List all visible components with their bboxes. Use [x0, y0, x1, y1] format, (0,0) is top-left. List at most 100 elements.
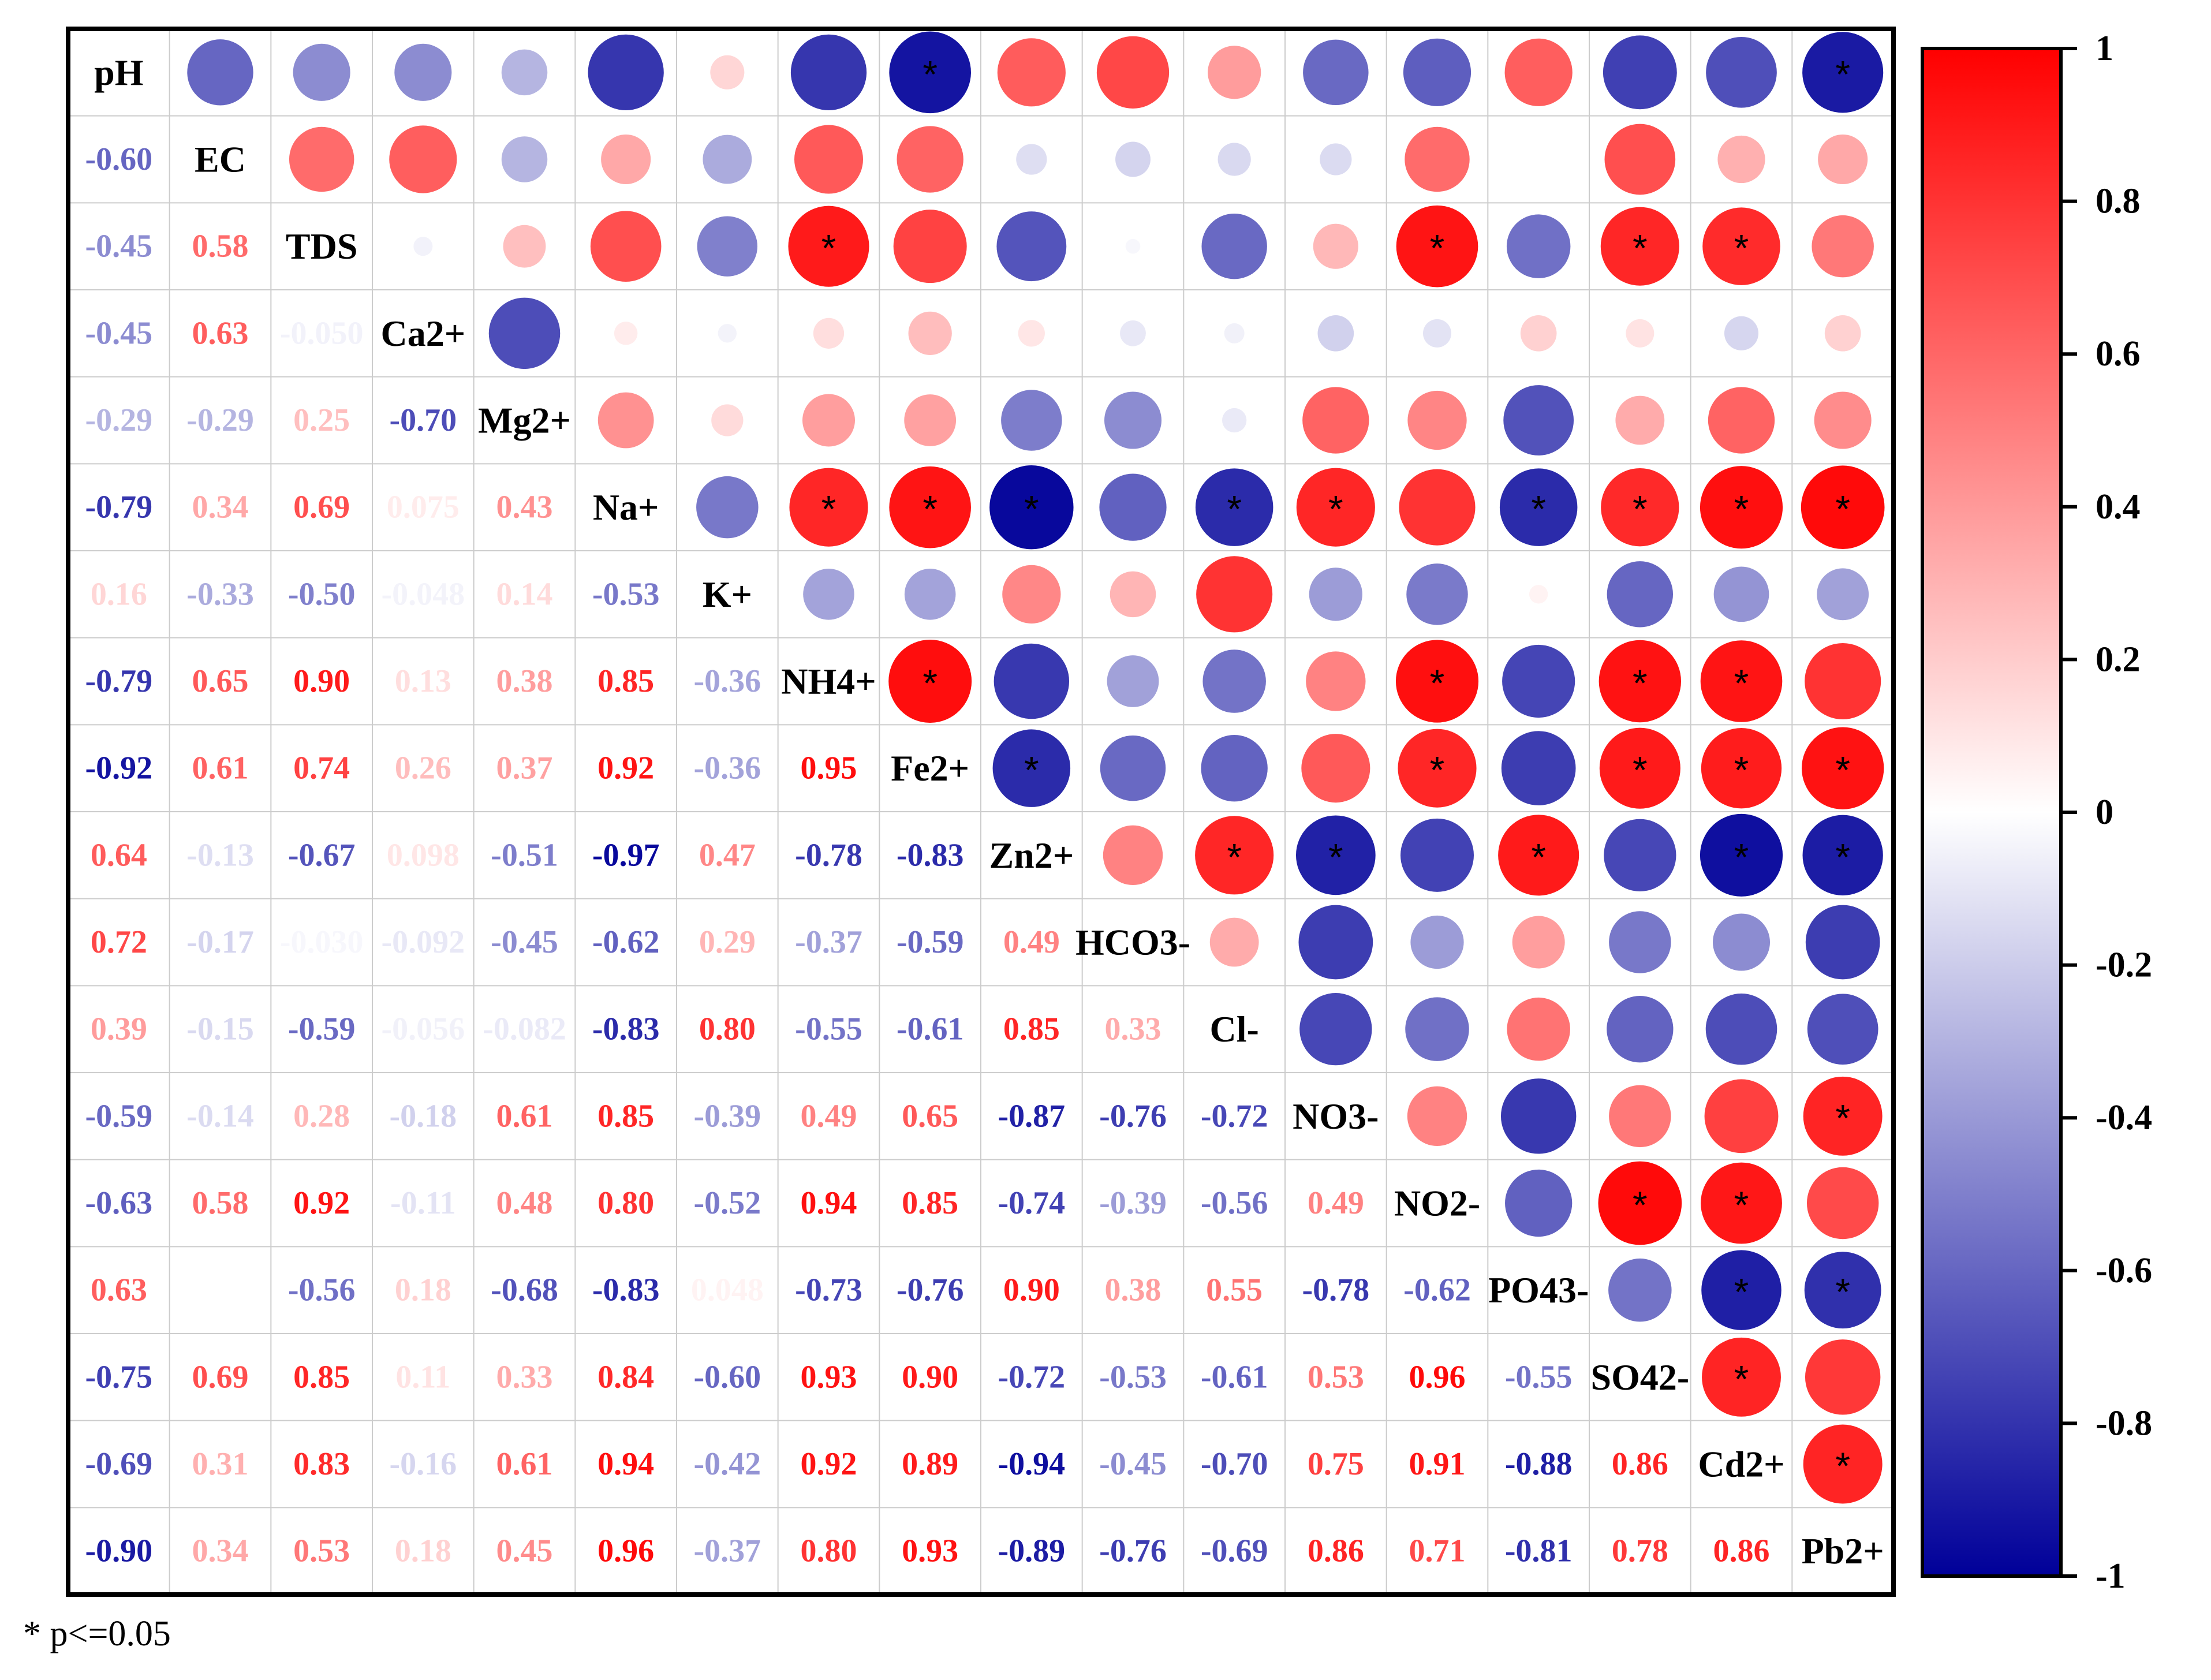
- correlation-value: 0.58: [192, 229, 249, 264]
- correlation-value: 0.11: [395, 1359, 450, 1395]
- correlation-value: 0.61: [496, 1446, 553, 1482]
- correlation-value: 0.75: [1308, 1446, 1364, 1482]
- correlation-value: -0.13: [186, 837, 254, 873]
- correlation-value: -0.72: [1201, 1098, 1268, 1134]
- correlation-value: 0.47: [699, 837, 756, 873]
- correlation-value: -0.89: [998, 1533, 1066, 1569]
- correlation-circle: [1706, 37, 1777, 108]
- significance-star: *: [1734, 1184, 1749, 1226]
- correlation-value: -0.56: [1201, 1185, 1268, 1221]
- correlation-value: 0.16: [91, 576, 147, 612]
- correlation-circle: [1295, 815, 1376, 895]
- significance-star: *: [1227, 835, 1242, 878]
- correlation-value: 0.37: [496, 751, 553, 786]
- correlation-value: -0.52: [694, 1185, 761, 1221]
- correlation-value: -0.33: [186, 576, 254, 612]
- correlation-circle: [1407, 1086, 1467, 1147]
- correlation-circle: [1704, 1079, 1779, 1153]
- correlation-value: 0.83: [293, 1446, 350, 1482]
- significance-star: *: [1633, 227, 1648, 270]
- colorbar-tick-label: 0.2: [2096, 640, 2141, 679]
- colorbar-tick-label: 0.4: [2096, 487, 2141, 527]
- correlation-value: 0.65: [192, 663, 249, 699]
- correlation-value: 0.048: [691, 1272, 764, 1308]
- correlation-value: 0.96: [1409, 1359, 1466, 1395]
- variable-label: pH: [94, 52, 143, 93]
- correlation-circle: [488, 297, 561, 369]
- significance-star: *: [1430, 749, 1445, 792]
- colorbar-tick-label: 0.8: [2096, 182, 2141, 221]
- correlation-circle: [802, 394, 856, 447]
- correlation-value: -0.63: [85, 1185, 153, 1221]
- correlation-circle: [1817, 568, 1869, 621]
- correlation-value: 0.65: [902, 1098, 958, 1134]
- correlation-value: 0.74: [293, 751, 350, 786]
- correlation-value: -0.60: [85, 141, 153, 177]
- colorbar-tick-label: 0: [2096, 793, 2113, 832]
- correlation-value: 0.92: [293, 1185, 350, 1221]
- variable-label: Cd2+: [1698, 1444, 1784, 1485]
- correlation-circle: [588, 34, 664, 110]
- correlation-circle: [1302, 387, 1369, 454]
- correlation-value: 0.92: [597, 751, 654, 786]
- correlation-value: 0.49: [1308, 1185, 1364, 1221]
- correlation-value: -0.94: [998, 1446, 1066, 1482]
- significance-star: *: [1531, 835, 1546, 878]
- correlation-value: -0.59: [897, 924, 964, 960]
- correlation-value: 0.33: [496, 1359, 553, 1395]
- significance-star: *: [1835, 488, 1850, 531]
- significance-star: *: [923, 488, 938, 531]
- correlation-value: 0.61: [496, 1098, 553, 1134]
- correlation-value: -0.60: [694, 1359, 761, 1395]
- correlation-circle: [1399, 469, 1476, 546]
- significance-star: *: [1227, 488, 1242, 531]
- correlation-circle: [1701, 1162, 1782, 1244]
- correlation-circle: [711, 404, 744, 436]
- correlation-value: -0.18: [390, 1098, 457, 1134]
- correlation-value: -0.55: [795, 1011, 862, 1047]
- significance-star: *: [1024, 488, 1039, 531]
- correlation-circle: [996, 211, 1067, 282]
- significance-star: *: [1734, 1271, 1749, 1313]
- correlation-circle: [1100, 735, 1166, 801]
- correlation-circle: [1506, 214, 1571, 278]
- variable-label: TDS: [286, 226, 358, 267]
- correlation-circle: [1599, 727, 1680, 809]
- correlation-value: 0.80: [597, 1185, 654, 1221]
- correlation-circle: [1398, 729, 1477, 808]
- correlation-value: 0.34: [192, 490, 249, 525]
- correlation-circle: [1608, 1258, 1672, 1322]
- correlation-value: 0.89: [902, 1446, 958, 1482]
- correlation-circle: [413, 237, 433, 256]
- significance-star: *: [923, 662, 938, 704]
- correlation-value: 0.86: [1308, 1533, 1364, 1569]
- correlation-value: 0.18: [395, 1272, 451, 1308]
- correlation-value: 0.85: [902, 1185, 958, 1221]
- correlation-value: -0.83: [897, 837, 964, 873]
- correlation-value: -0.082: [483, 1011, 566, 1047]
- correlation-value: 0.85: [597, 663, 654, 699]
- correlation-circle: [590, 211, 662, 282]
- correlation-circle: [503, 225, 546, 268]
- correlation-circle: [1609, 911, 1671, 973]
- correlation-circle: [697, 216, 758, 277]
- correlation-circle: [1208, 46, 1261, 99]
- correlation-value: -0.39: [1099, 1185, 1167, 1221]
- grid-lines: [68, 29, 1893, 1595]
- correlation-value: 0.86: [1612, 1446, 1668, 1482]
- correlation-circle: [1303, 39, 1369, 106]
- correlation-circle: [1607, 996, 1674, 1063]
- correlation-circle: [289, 126, 354, 192]
- variable-label: HCO3-: [1075, 922, 1190, 963]
- correlation-circle: [1701, 1250, 1782, 1330]
- correlation-circle: [889, 31, 971, 114]
- correlation-circle: [1520, 315, 1557, 352]
- correlation-circle: [1217, 143, 1251, 176]
- variable-label: Zn2+: [989, 835, 1074, 876]
- correlation-circle: [1804, 1252, 1881, 1329]
- correlation-value: -0.55: [1505, 1359, 1573, 1395]
- correlation-value: -0.56: [288, 1272, 356, 1308]
- correlation-circle: [1104, 391, 1162, 449]
- correlation-value: 0.31: [192, 1446, 249, 1482]
